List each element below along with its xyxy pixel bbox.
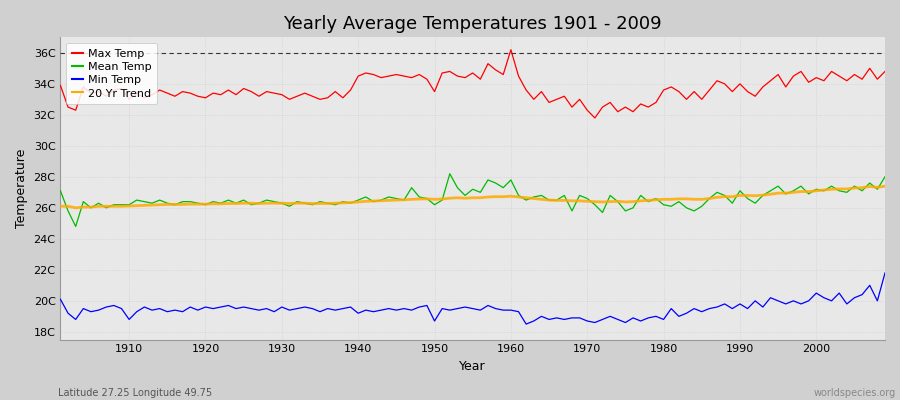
Y-axis label: Temperature: Temperature (15, 149, 28, 228)
Legend: Max Temp, Mean Temp, Min Temp, 20 Yr Trend: Max Temp, Mean Temp, Min Temp, 20 Yr Tre… (66, 43, 158, 104)
Title: Yearly Average Temperatures 1901 - 2009: Yearly Average Temperatures 1901 - 2009 (284, 15, 662, 33)
Text: Latitude 27.25 Longitude 49.75: Latitude 27.25 Longitude 49.75 (58, 388, 212, 398)
X-axis label: Year: Year (459, 360, 486, 373)
Text: worldspecies.org: worldspecies.org (814, 388, 896, 398)
